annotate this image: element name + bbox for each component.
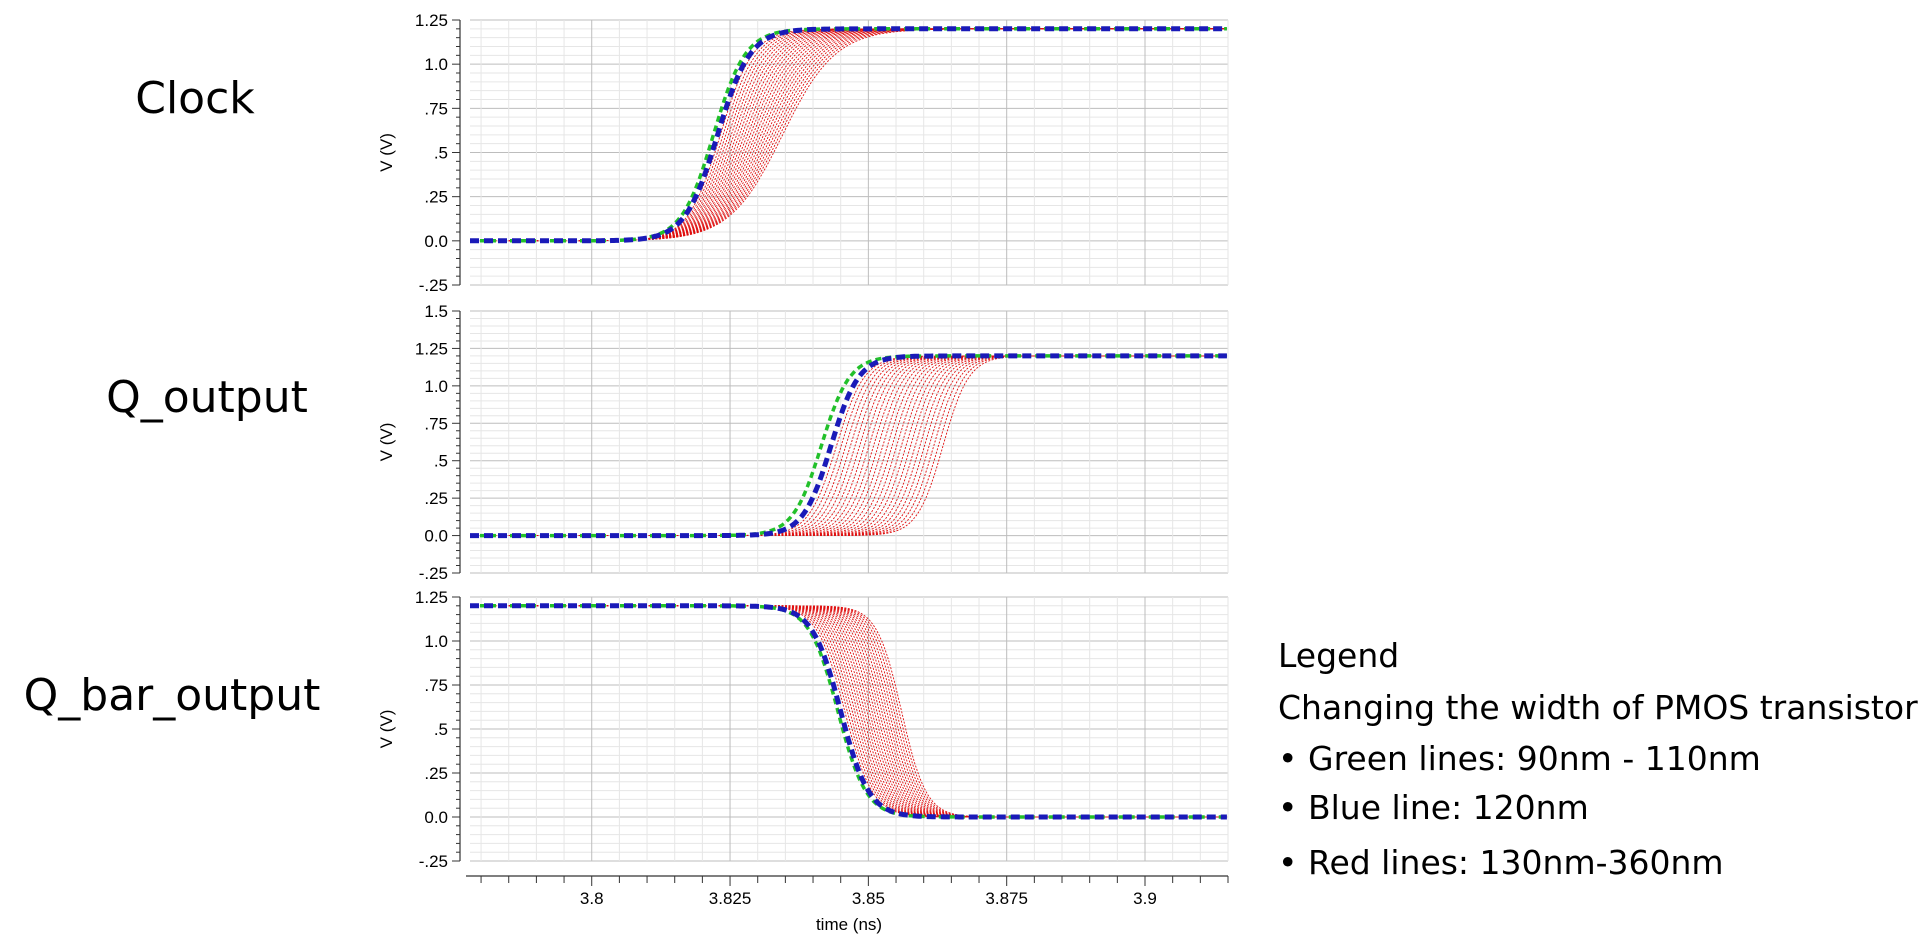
legend-item-blue: • Blue line: 120nm xyxy=(1278,788,1589,827)
bullet-icon: • xyxy=(1278,739,1298,778)
y-tick-label: 0.0 xyxy=(424,808,448,827)
blue-line xyxy=(470,603,1227,820)
y-tick-label: .5 xyxy=(434,452,448,471)
legend-item-label: Blue line: 120nm xyxy=(1308,788,1589,827)
y-tick-label: 1.25 xyxy=(415,588,448,607)
y-tick-label: .75 xyxy=(424,414,448,433)
y-tick-label: .75 xyxy=(424,676,448,695)
y-tick-label: 1.0 xyxy=(424,377,448,396)
signal-label: Clock xyxy=(135,73,255,124)
waveforms xyxy=(470,603,1227,820)
y-tick-label: .25 xyxy=(424,764,448,783)
y-tick-label: 1.25 xyxy=(415,11,448,30)
legend-item-red: • Red lines: 130nm-360nm xyxy=(1278,843,1724,882)
y-tick-label: 1.0 xyxy=(424,55,448,74)
y-tick-label: -.25 xyxy=(419,852,448,871)
green-line xyxy=(470,27,1227,243)
y-tick-label: .5 xyxy=(434,144,448,163)
x-tick-label: 3.875 xyxy=(985,889,1028,908)
legend-subtitle: Changing the width of PMOS transistor xyxy=(1278,688,1918,727)
waveforms xyxy=(470,26,1227,244)
legend-item-label: Green lines: 90nm - 110nm xyxy=(1308,739,1761,778)
waveforms xyxy=(470,353,1227,539)
legend-item-label: Red lines: 130nm-360nm xyxy=(1308,843,1724,882)
x-tick-label: 3.85 xyxy=(852,889,885,908)
legend-item-green: • Green lines: 90nm - 110nm xyxy=(1278,739,1761,778)
y-axis-title: V (V) xyxy=(377,423,396,462)
y-tick-label: -.25 xyxy=(419,276,448,295)
blue-line xyxy=(470,353,1227,539)
y-tick-label: .25 xyxy=(424,489,448,508)
y-tick-label: .5 xyxy=(434,720,448,739)
panel-q-bar-output: 1.25 1.0 .75 .5 .25 0.0 -.25 V (V) Q_bar_output xyxy=(24,588,1229,871)
y-tick-label: 0.0 xyxy=(424,232,448,251)
x-tick-label: 3.9 xyxy=(1133,889,1157,908)
y-axis-title: V (V) xyxy=(377,710,396,749)
signal-label: Q_output xyxy=(106,372,308,423)
bullet-icon: • xyxy=(1278,788,1298,827)
y-tick-label: .25 xyxy=(424,188,448,207)
blue-line xyxy=(470,26,1227,244)
x-axis-title: time (ns) xyxy=(816,915,882,934)
y-tick-label: -.25 xyxy=(419,564,448,583)
y-tick-label: .75 xyxy=(424,99,448,118)
signal-label: Q_bar_output xyxy=(24,670,321,721)
y-tick-label: 1.5 xyxy=(424,302,448,321)
y-axis-title: V (V) xyxy=(377,133,396,172)
legend-title: Legend xyxy=(1278,636,1400,675)
y-tick-label: 1.25 xyxy=(415,339,448,358)
panel-q-output: 1.5 1.25 1.0 .75 .5 .25 0.0 -.25 V (V) Q_output xyxy=(106,302,1229,583)
x-tick-label: 3.8 xyxy=(580,889,604,908)
y-tick-label: 0.0 xyxy=(424,527,448,546)
x-tick-label: 3.825 xyxy=(709,889,752,908)
bullet-icon: • xyxy=(1278,843,1298,882)
panel-clock: 1.25 1.0 .75 .5 .25 0.0 -.25 V (V) Clock xyxy=(135,11,1229,295)
y-tick-label: 1.0 xyxy=(424,632,448,651)
